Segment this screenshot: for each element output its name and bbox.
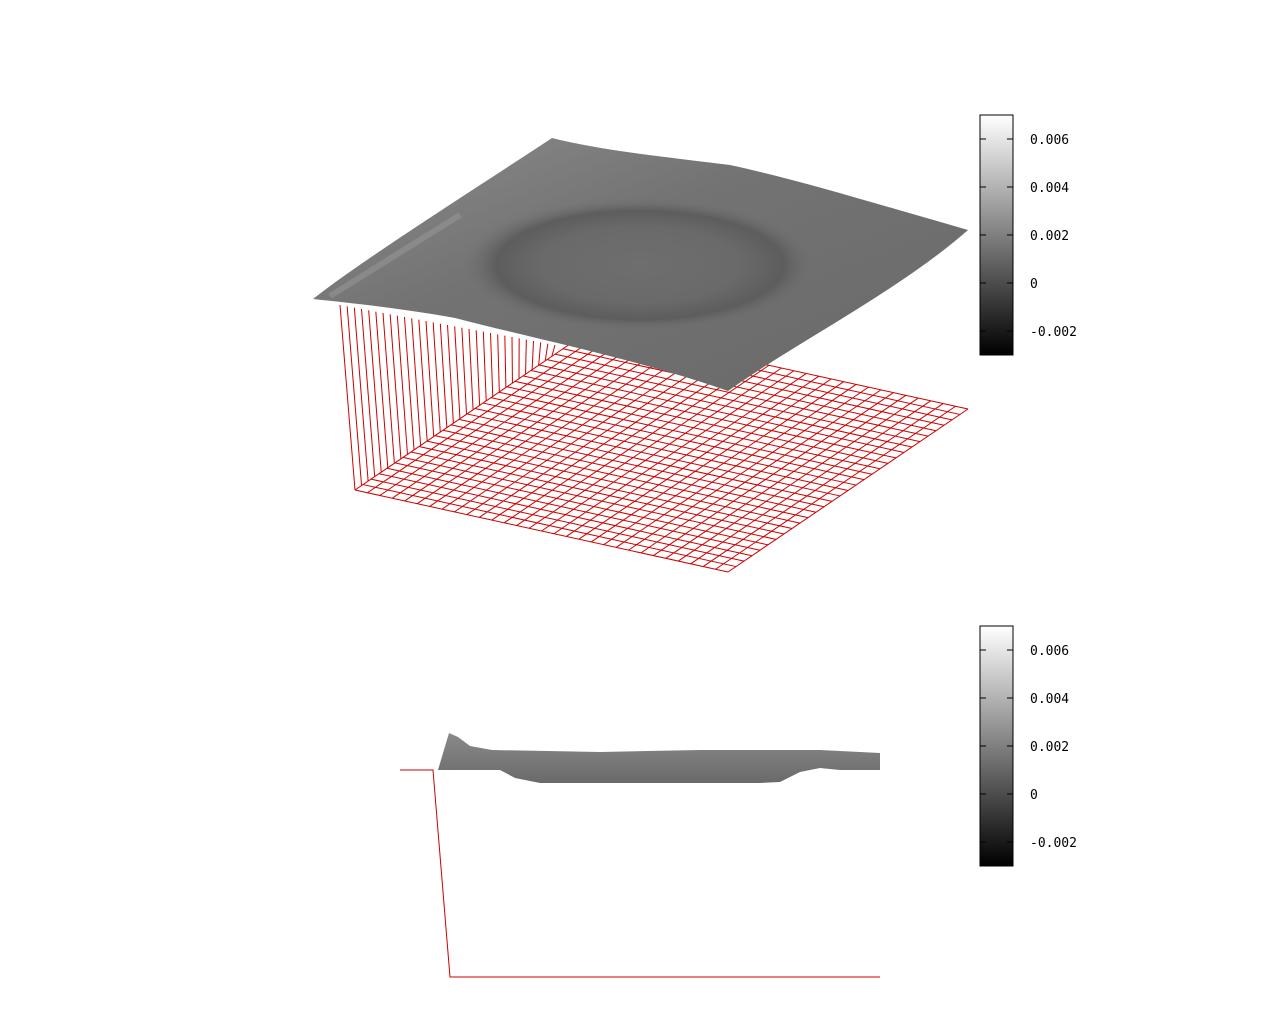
mesh-curtain-line <box>439 323 448 428</box>
mesh-curtain-line <box>353 307 369 482</box>
mesh-line <box>715 405 956 570</box>
mesh-curtain-line <box>461 327 468 415</box>
mesh-line <box>727 408 969 573</box>
mesh-curtain-line <box>375 311 389 468</box>
colorbar-top: -0.002 0 0.002 0.004 0.006 <box>979 114 1077 356</box>
mesh-curtain-line <box>396 315 408 455</box>
surface-plot-side <box>400 733 880 978</box>
edge-ridge <box>328 212 462 299</box>
mesh-curtain-line <box>382 312 395 464</box>
colorbar-bottom: -0.002 0 0.002 0.004 0.006 <box>979 625 1077 867</box>
mesh-curtain-line <box>504 335 507 388</box>
mesh-curtain-line <box>447 324 454 424</box>
colorbar-ticks: -0.002 0 0.002 0.004 0.006 <box>980 644 1077 851</box>
mesh-curtain-line <box>389 314 402 459</box>
surface-plot-oblique <box>313 138 969 573</box>
mesh-curtain-line <box>454 326 461 419</box>
mesh-curtain-line <box>490 332 494 397</box>
mesh-line <box>554 353 929 437</box>
colorbar-tick-label: 0.002 <box>1030 740 1069 755</box>
mesh-curtain-line <box>339 304 356 491</box>
mesh-curtain-line <box>482 331 487 401</box>
mesh-curtain-line <box>346 306 363 486</box>
mesh-curtain-line <box>551 344 556 357</box>
mesh-curtain-line <box>531 340 534 370</box>
colorbar-tick-label: 0.004 <box>1030 181 1069 196</box>
gray-surface-side <box>438 733 880 783</box>
colorbar-tick-label: 0 <box>1030 788 1038 803</box>
mesh-curtain-line <box>525 339 527 375</box>
red-mesh-grid <box>339 304 969 573</box>
mesh-curtain-line <box>538 342 542 366</box>
mesh-curtain-line <box>544 343 549 361</box>
colorbar-ticks: -0.002 0 0.002 0.004 0.006 <box>980 133 1077 340</box>
colorbar-tick-label: -0.002 <box>1030 836 1077 851</box>
colorbar-tick-label: 0 <box>1030 277 1038 292</box>
mesh-curtain-line <box>418 319 428 442</box>
red-profile-outline <box>400 769 880 978</box>
mesh-curtain-line <box>368 310 382 473</box>
mesh-line <box>690 400 931 565</box>
mesh-curtain-line <box>497 334 500 392</box>
mesh-curtain-line <box>432 322 441 433</box>
mesh-curtain-line <box>411 318 422 446</box>
mesh-line <box>702 403 944 567</box>
central-depression <box>460 197 820 333</box>
colorbar-tick-label: -0.002 <box>1030 325 1077 340</box>
mesh-curtain-line <box>468 328 474 410</box>
mesh-line <box>562 348 937 432</box>
colorbar-tick-label: 0.006 <box>1030 644 1069 659</box>
mesh-line <box>677 397 919 562</box>
mesh-curtain-line <box>475 330 481 406</box>
mesh-curtain-line <box>361 308 376 477</box>
colorbar-tick-label: 0.002 <box>1030 229 1069 244</box>
mesh-curtain-line <box>404 316 415 450</box>
colorbar-tick-label: 0.006 <box>1030 133 1069 148</box>
mesh-curtain-line <box>425 320 435 437</box>
colorbar-tick-label: 0.004 <box>1030 692 1069 707</box>
